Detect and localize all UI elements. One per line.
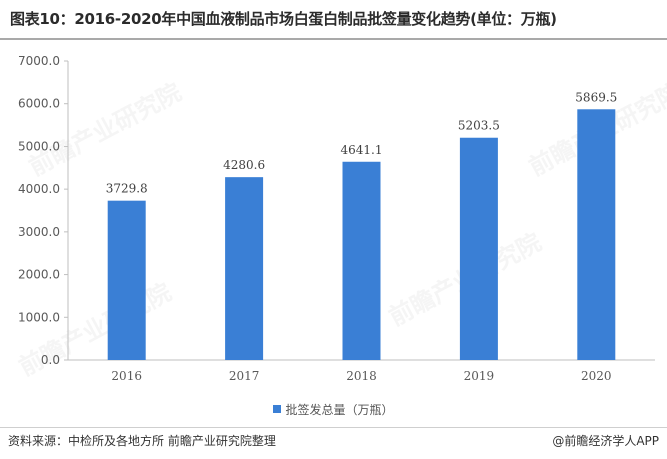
x-tick-label: 2017 bbox=[229, 369, 260, 383]
y-tick-label: 3000.0 bbox=[18, 225, 60, 239]
bar-value-label: 4641.1 bbox=[341, 143, 383, 157]
footer-divider bbox=[0, 427, 667, 428]
y-tick-label: 1000.0 bbox=[18, 310, 60, 324]
x-tick-label: 2020 bbox=[581, 369, 612, 383]
bar bbox=[225, 177, 264, 360]
y-tick-label: 5000.0 bbox=[18, 139, 60, 153]
bar bbox=[342, 161, 381, 360]
bar bbox=[577, 109, 616, 360]
bar-chart: 0.0 1000.0 2000.0 3000.0 4000.0 5000.0 6000.0 7… bbox=[18, 54, 655, 383]
legend: 批签发总量（万瓶） bbox=[0, 400, 667, 418]
x-tick-label: 2019 bbox=[464, 369, 495, 383]
title-divider bbox=[0, 38, 667, 40]
credit-note: @前瞻经济学人APP bbox=[552, 434, 659, 448]
y-tick-label: 2000.0 bbox=[18, 268, 60, 282]
bar-value-label: 5203.5 bbox=[458, 119, 500, 133]
y-tick-label: 0.0 bbox=[41, 353, 60, 367]
y-tick-label: 6000.0 bbox=[18, 97, 60, 111]
y-tick-label: 7000.0 bbox=[18, 54, 60, 68]
legend-label: 批签发总量（万瓶） bbox=[285, 402, 394, 417]
bar-value-label: 3729.8 bbox=[106, 182, 148, 196]
bar-value-label: 5869.5 bbox=[575, 90, 617, 104]
x-tick-label: 2018 bbox=[346, 369, 377, 383]
legend-swatch bbox=[273, 405, 282, 413]
chart-title: 图表10：2016-2020年中国血液制品市场白蛋白制品批签量变化趋势(单位：万… bbox=[10, 10, 557, 28]
source-note: 资料来源：中检所及各地方所 前瞻产业研究院整理 bbox=[8, 434, 276, 448]
y-tick-label: 4000.0 bbox=[18, 182, 60, 196]
bar bbox=[107, 200, 146, 360]
x-tick-label: 2016 bbox=[111, 369, 142, 383]
bar-value-label: 4280.6 bbox=[223, 158, 265, 172]
bar bbox=[459, 137, 498, 360]
